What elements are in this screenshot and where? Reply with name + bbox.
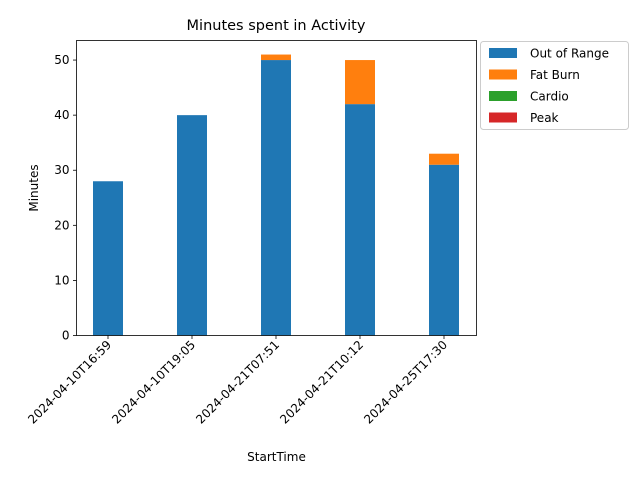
legend-label: Fat Burn <box>530 68 580 82</box>
bar-fat-burn-2 <box>261 54 291 61</box>
x-tick-label: 2024-04-10T16:59 <box>25 338 114 427</box>
legend-label: Cardio <box>530 90 569 104</box>
chart-title: Minutes spent in Activity <box>187 18 366 34</box>
y-tick-label: 10 <box>54 273 69 287</box>
bar-fat-burn-3 <box>345 60 375 105</box>
bar-out-of-range-3 <box>345 104 375 336</box>
y-tick-label: 20 <box>54 218 69 232</box>
legend-label: Peak <box>530 111 559 125</box>
legend-swatch-cardio <box>489 91 517 101</box>
legend-box <box>480 41 629 130</box>
legend-swatch-peak <box>489 112 517 123</box>
x-tick-label: 2024-04-25T17:30 <box>361 338 450 427</box>
x-tick-label: 2024-04-21T10:12 <box>277 338 366 427</box>
bar-out-of-range-0 <box>93 181 123 336</box>
legend-label: Out of Range <box>530 47 609 61</box>
y-axis-label: Minutes <box>27 164 41 211</box>
bar-fat-burn-4 <box>429 153 459 165</box>
bar-out-of-range-4 <box>429 164 459 336</box>
x-tick-label: 2024-04-21T07:51 <box>193 338 282 427</box>
bars-layer <box>93 54 459 336</box>
bar-out-of-range-1 <box>177 115 207 336</box>
y-tick-label: 30 <box>54 163 69 177</box>
bar-out-of-range-2 <box>261 60 291 336</box>
plot-area-frame <box>76 40 477 336</box>
x-axis: 2024-04-10T16:592024-04-10T19:052024-04-… <box>25 335 450 427</box>
legend: Out of Range Fat Burn Cardio Peak <box>480 41 629 130</box>
y-axis: 0 10 20 30 40 50 <box>54 53 77 343</box>
y-tick-label: 50 <box>54 53 69 67</box>
y-tick-label: 40 <box>54 108 69 122</box>
legend-swatch-out-of-range <box>489 48 517 58</box>
x-axis-label: StartTime <box>247 450 306 464</box>
x-tick-label: 2024-04-10T19:05 <box>109 338 198 427</box>
y-tick-label: 0 <box>62 329 70 343</box>
legend-swatch-fat-burn <box>489 69 517 80</box>
